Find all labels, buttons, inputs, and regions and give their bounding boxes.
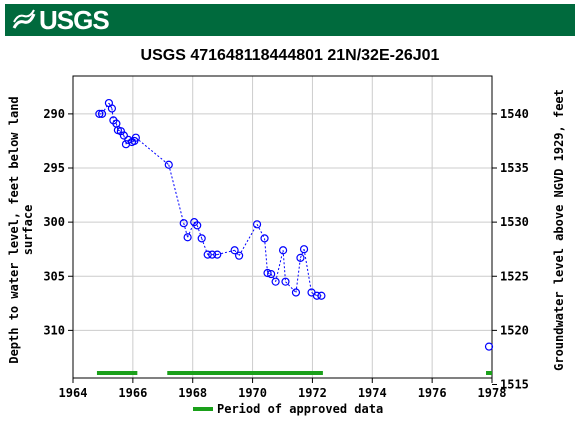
data-point: [119, 131, 128, 140]
data-point: [235, 251, 244, 260]
x-tick-label: 1976: [418, 386, 447, 400]
series-connector: [201, 238, 209, 255]
y-right-tick-label: 1515: [500, 377, 529, 391]
plot-frame: [72, 75, 493, 379]
y-left-tick-label: 300: [43, 215, 65, 229]
y-left-tick-label: 310: [43, 323, 65, 337]
data-point: [213, 250, 222, 259]
series-connector: [131, 140, 135, 143]
data-point: [208, 250, 217, 259]
data-point: [164, 160, 173, 169]
x-tick-label: 1978: [478, 386, 507, 400]
usgs-banner: USGS: [5, 4, 575, 36]
x-tick-label: 1970: [238, 386, 267, 400]
y-right-tick-label: 1535: [500, 161, 529, 175]
data-point: [267, 269, 276, 279]
series-connector: [264, 238, 269, 274]
data-point: [193, 221, 202, 230]
data-point: [183, 233, 192, 242]
x-tick-label: 1968: [178, 386, 207, 400]
x-tick-label: 1964: [59, 386, 88, 400]
y-axis-right-label: Groundwater level above NGVD 1929, feet: [552, 89, 566, 371]
series-connector: [295, 257, 301, 293]
legend: Period of approved data: [193, 402, 383, 416]
series-connector: [285, 281, 297, 293]
x-tick-label: 1966: [118, 386, 147, 400]
series-connector: [270, 273, 277, 282]
chart-title: USGS 471648118444801 21N/32E-26J01: [141, 47, 440, 64]
data-point: [281, 277, 290, 286]
data-point: [252, 220, 262, 229]
series-connector: [111, 108, 114, 121]
data-point: [296, 253, 305, 262]
y-axis-left-label-line1: Depth to water level, feet below land: [7, 96, 21, 363]
series-connector: [187, 221, 195, 238]
series-connector: [256, 224, 265, 239]
data-point: [230, 246, 239, 255]
data-point: [299, 245, 309, 254]
data-point: [484, 342, 494, 351]
grid: [72, 76, 493, 378]
data-point: [291, 288, 301, 297]
legend-label: Period of approved data: [217, 402, 383, 416]
data-point: [179, 219, 188, 228]
series-connector: [234, 249, 240, 257]
series-connector: [108, 102, 113, 109]
series-connector: [217, 249, 235, 256]
data-series: [95, 98, 494, 351]
usgs-wave-logo-icon: [12, 9, 36, 29]
data-point: [312, 291, 322, 300]
series-connector: [299, 248, 305, 259]
series-connector: [125, 139, 129, 145]
data-point: [131, 133, 140, 142]
series-connector: [135, 137, 170, 166]
y-right-tick-label: 1540: [500, 107, 529, 121]
y-right-tick-label: 1520: [500, 323, 529, 337]
series-connector: [168, 164, 185, 224]
data-point: [278, 246, 288, 255]
y-left-tick-label: 305: [43, 269, 65, 283]
series-connector: [311, 292, 318, 297]
series-connector: [282, 250, 286, 282]
x-tick-label: 1974: [358, 386, 387, 400]
series-connector: [238, 224, 258, 256]
y-left-tick-label: 295: [43, 161, 65, 175]
usgs-logo-text: USGS: [39, 5, 110, 35]
y-axis-left-label-line2: surface: [21, 205, 35, 256]
data-point: [271, 277, 280, 286]
y-left-tick-label: 290: [43, 107, 65, 121]
data-point: [263, 268, 272, 278]
data-point: [317, 291, 326, 300]
series-connector: [303, 249, 313, 293]
data-point: [197, 234, 206, 243]
series-connector: [275, 250, 284, 282]
data-point: [107, 104, 117, 113]
data-point: [97, 109, 107, 118]
y-right-tick-label: 1530: [500, 215, 529, 229]
y-right-tick-label: 1525: [500, 269, 529, 283]
data-point: [260, 234, 269, 243]
axis-ticks: 1964 1966 1968 1970 1972 1974 1976 1978 290 295 30…: [43, 107, 529, 400]
series-connector: [183, 223, 189, 238]
series-connector: [117, 129, 122, 132]
data-point: [203, 250, 212, 259]
x-tick-label: 1972: [298, 386, 327, 400]
data-point: [95, 109, 104, 118]
